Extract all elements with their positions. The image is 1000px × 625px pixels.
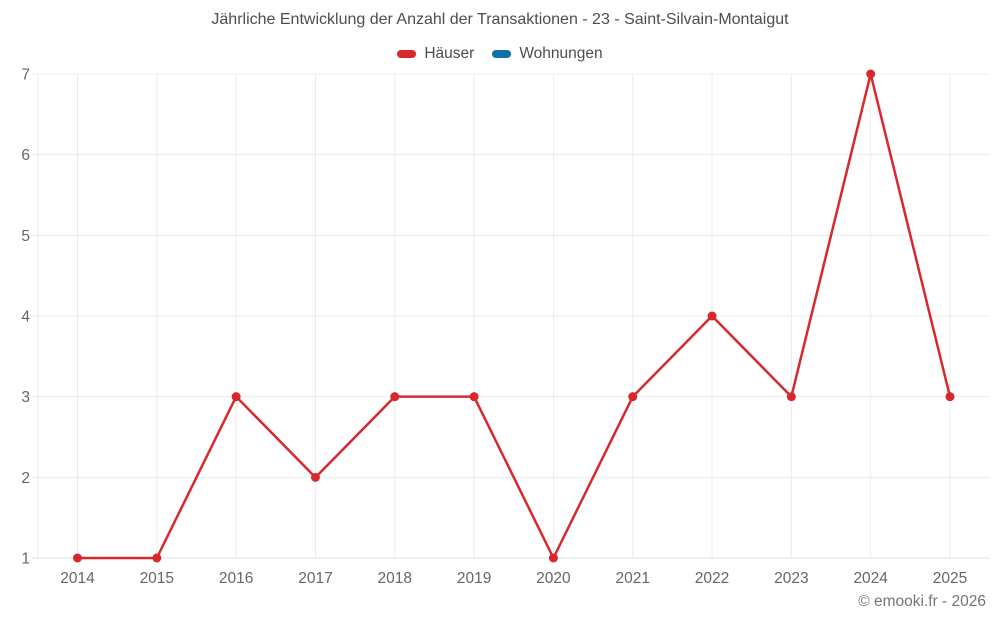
y-tick-label: 7 [21, 67, 30, 84]
y-tick-label: 1 [21, 551, 30, 568]
x-tick-label: 2022 [695, 570, 729, 587]
wohnungen-legend-swatch [492, 50, 512, 58]
wohnungen-legend-label: Wohnungen [519, 45, 603, 62]
haeuser-legend-label: Häuser [424, 45, 475, 62]
h-user-line-series [76, 72, 952, 560]
x-tick-label: 2025 [933, 570, 967, 587]
data-point[interactable] [548, 553, 558, 563]
x-tick-label: 2015 [140, 570, 174, 587]
x-tick-label: 2018 [378, 570, 412, 587]
data-point[interactable] [628, 392, 638, 402]
x-tick-label: 2016 [219, 570, 253, 587]
data-point[interactable] [73, 553, 82, 563]
y-tick-label: 6 [21, 147, 30, 164]
data-point[interactable] [786, 392, 796, 402]
chart-legend: Häuser Wohnungen [0, 45, 1000, 63]
y-tick-label: 2 [21, 470, 30, 487]
data-point[interactable] [310, 472, 320, 482]
data-point[interactable] [469, 392, 479, 402]
legend-item-haeuser[interactable]: Häuser [397, 45, 474, 63]
data-point[interactable] [866, 69, 876, 79]
y-tick-label: 5 [21, 228, 30, 245]
data-point[interactable] [945, 392, 955, 402]
copyright-footer: © emooki.fr - 2026 [858, 593, 986, 610]
y-tick-label: 3 [21, 389, 30, 406]
x-tick-label: 2020 [536, 570, 571, 587]
data-point[interactable] [390, 392, 400, 402]
x-tick-label: 2024 [853, 570, 888, 587]
chart-title: Jährliche Entwicklung der Anzahl der Tra… [211, 11, 789, 28]
x-tick-label: 2014 [60, 570, 95, 587]
legend-item-wohnungen[interactable]: Wohnungen [492, 45, 603, 63]
x-tick-label: 2019 [457, 570, 491, 587]
x-tick-label: 2023 [774, 570, 808, 587]
y-tick-label: 4 [21, 309, 30, 326]
x-tick-label: 2017 [298, 570, 332, 587]
x-tick-label: 2021 [615, 570, 649, 587]
data-point[interactable] [707, 311, 717, 321]
data-point[interactable] [231, 392, 241, 402]
data-point[interactable] [152, 553, 162, 563]
haeuser-legend-swatch [397, 50, 417, 58]
